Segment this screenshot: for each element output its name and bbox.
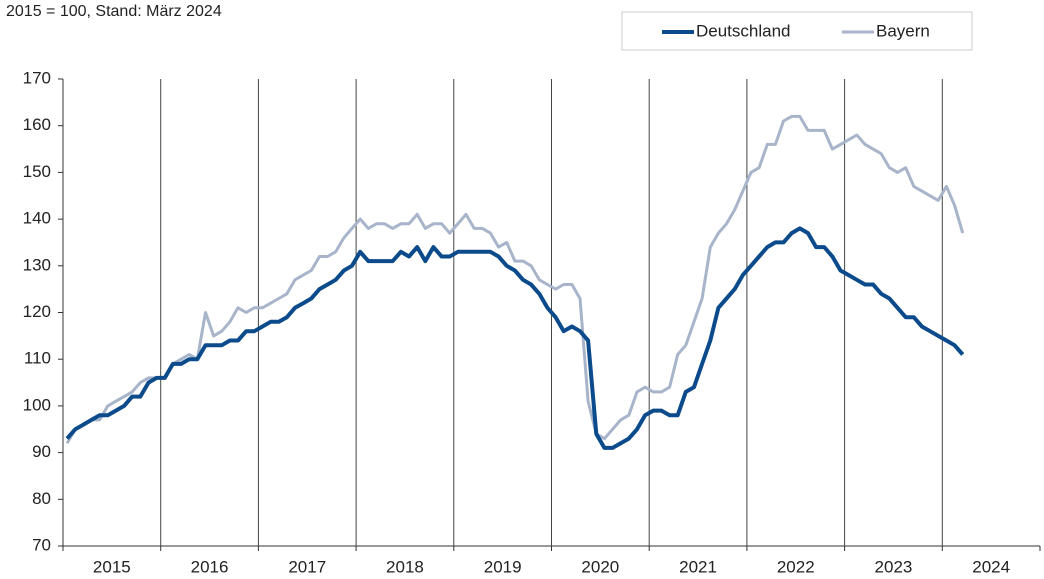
y-tick-label: 140 <box>23 209 51 228</box>
legend-label: Bayern <box>876 21 930 40</box>
x-tick-label: 2016 <box>191 557 229 576</box>
series-line <box>65 114 965 445</box>
legend-label: Deutschland <box>696 21 791 40</box>
y-tick-label: 170 <box>23 68 51 87</box>
y-tick-label: 120 <box>23 302 51 321</box>
x-tick-label: 2015 <box>93 557 131 576</box>
x-tick-label: 2024 <box>972 557 1010 576</box>
series-line <box>65 226 965 450</box>
x-tick-label: 2023 <box>875 557 913 576</box>
y-tick-label: 150 <box>23 162 51 181</box>
y-tick-label: 110 <box>24 349 51 368</box>
y-tick-label: 90 <box>32 442 51 461</box>
x-tick-label: 2019 <box>484 557 522 576</box>
x-tick-label: 2018 <box>386 557 424 576</box>
x-tick-label: 2020 <box>581 557 619 576</box>
x-tick-label: 2017 <box>288 557 326 576</box>
y-tick-label: 160 <box>23 115 51 134</box>
chart-subtitle: 2015 = 100, Stand: März 2024 <box>6 3 222 20</box>
y-tick-label: 100 <box>23 395 51 414</box>
x-tick-label: 2021 <box>679 557 717 576</box>
y-tick-label: 130 <box>23 255 51 274</box>
y-tick-label: 70 <box>32 535 51 554</box>
y-tick-label: 80 <box>32 489 51 508</box>
x-tick-label: 2022 <box>777 557 815 576</box>
